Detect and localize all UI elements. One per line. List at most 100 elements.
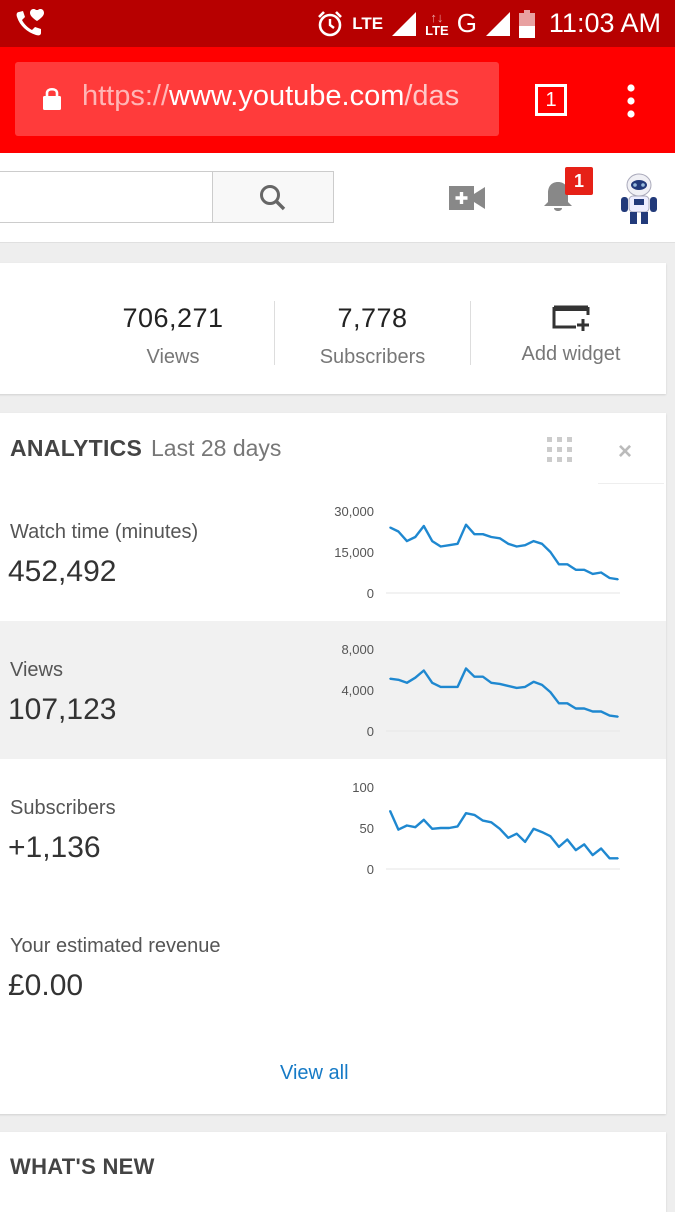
metric-value: +1,136 xyxy=(8,831,101,864)
alarm-icon xyxy=(318,10,343,36)
data-point xyxy=(406,540,408,542)
data-point xyxy=(591,854,594,856)
lock-icon xyxy=(43,87,61,110)
data-point xyxy=(389,809,391,812)
search-icon xyxy=(260,185,286,211)
add-widget-button[interactable]: Add widget xyxy=(476,263,666,394)
data-point xyxy=(591,710,594,713)
search-input[interactable] xyxy=(0,171,212,223)
series-line xyxy=(388,810,618,860)
data-point xyxy=(456,825,459,828)
data-point xyxy=(465,812,467,815)
data-point xyxy=(600,571,602,574)
data-point xyxy=(439,827,442,829)
url-text: https://www.youtube.com/das xyxy=(82,80,460,112)
data-point xyxy=(558,563,560,566)
browser-toolbar: https://www.youtube.com/das 1 xyxy=(0,47,675,153)
analytics-range: Last 28 days xyxy=(151,435,282,461)
metric-row-subscribers[interactable]: Subscribers +1,136 100 50 0 xyxy=(0,759,666,897)
add-widget-icon xyxy=(552,305,590,331)
y-tick-label: 0 xyxy=(367,862,374,877)
youtube-header: 1 xyxy=(0,153,675,243)
data-point xyxy=(566,838,569,841)
data-point xyxy=(515,687,518,689)
data-point xyxy=(448,544,450,546)
data-point xyxy=(524,686,526,688)
data-point xyxy=(574,568,577,571)
analytics-title: ANALYTICS xyxy=(10,435,143,461)
data-point xyxy=(406,682,408,684)
stat-value: 706,271 xyxy=(122,303,224,333)
data-point xyxy=(397,678,400,681)
data-point xyxy=(617,857,619,860)
data-point xyxy=(456,543,459,545)
data-point xyxy=(541,831,543,833)
data-point xyxy=(482,819,484,822)
y-tick-label: 0 xyxy=(367,586,374,601)
drag-handle-icon[interactable] xyxy=(547,437,573,463)
metric-row-revenue[interactable]: Your estimated revenue £0.00 xyxy=(0,897,666,1035)
data-point xyxy=(507,837,510,839)
notification-badge: 1 xyxy=(565,167,593,195)
sparkline-chart: 100 50 0 xyxy=(352,780,620,877)
y-tick-label: 100 xyxy=(352,780,374,795)
data-point xyxy=(422,819,425,821)
data-point xyxy=(482,533,484,536)
data-point xyxy=(448,827,450,829)
data-point xyxy=(465,523,467,526)
data-point xyxy=(515,832,518,835)
data-point xyxy=(515,545,518,548)
data-point xyxy=(498,828,501,830)
stat-subscribers[interactable]: 7,778 Subscribers xyxy=(280,263,465,394)
data-point xyxy=(558,702,560,705)
data-point xyxy=(574,707,577,710)
data-point xyxy=(541,543,543,545)
phone-heart-icon xyxy=(16,9,44,36)
metric-row-views[interactable]: Views 107,123 8,000 4,000 0 xyxy=(0,621,666,759)
y-tick-label: 0 xyxy=(367,724,374,739)
data-point xyxy=(431,682,434,684)
data-point xyxy=(617,578,619,581)
data-point xyxy=(532,540,535,542)
data-point xyxy=(574,849,577,851)
stat-label: Subscribers xyxy=(319,346,426,368)
whats-new-title: WHAT'S NEW xyxy=(10,1154,155,1179)
data-point xyxy=(532,681,535,683)
stat-label: Views xyxy=(146,346,200,368)
data-point xyxy=(448,686,450,688)
metric-label: Watch time (minutes) xyxy=(10,521,199,543)
upload-video-icon[interactable] xyxy=(449,186,485,210)
y-tick-label: 50 xyxy=(360,821,374,836)
data-activity-indicator: ↑↓ LTE xyxy=(425,9,449,38)
overflow-menu-icon[interactable] xyxy=(624,83,638,119)
status-bar: LTE ↑↓ LTE G 11:03 AM xyxy=(0,0,675,47)
y-tick-label: 30,000 xyxy=(334,504,374,519)
search-button[interactable] xyxy=(212,171,334,223)
data-point xyxy=(591,573,594,575)
data-point xyxy=(490,536,493,538)
data-point xyxy=(524,544,526,546)
avatar[interactable] xyxy=(614,171,664,225)
metric-value: 452,492 xyxy=(8,555,117,588)
data-point xyxy=(507,543,510,545)
metric-label: Views xyxy=(10,659,63,681)
data-point xyxy=(490,821,493,824)
divider xyxy=(598,483,664,484)
data-point xyxy=(439,545,442,548)
data-point xyxy=(422,525,425,527)
data-point xyxy=(414,536,417,538)
stat-views[interactable]: 706,271 Views xyxy=(78,263,268,394)
view-all-link[interactable]: View all xyxy=(280,1062,349,1084)
divider xyxy=(470,301,471,365)
data-point xyxy=(600,847,602,850)
data-point xyxy=(414,676,417,679)
url-bar[interactable]: https://www.youtube.com/das xyxy=(15,62,499,136)
data-point xyxy=(422,669,425,672)
data-point xyxy=(498,683,501,685)
data-point xyxy=(439,686,442,688)
data-point xyxy=(397,828,400,831)
close-icon[interactable]: × xyxy=(618,438,633,465)
metric-row-watch-time[interactable]: Watch time (minutes) 452,492 30,000 15,00… xyxy=(0,483,666,621)
tab-switcher-button[interactable]: 1 xyxy=(535,84,567,116)
data-point xyxy=(608,714,611,717)
